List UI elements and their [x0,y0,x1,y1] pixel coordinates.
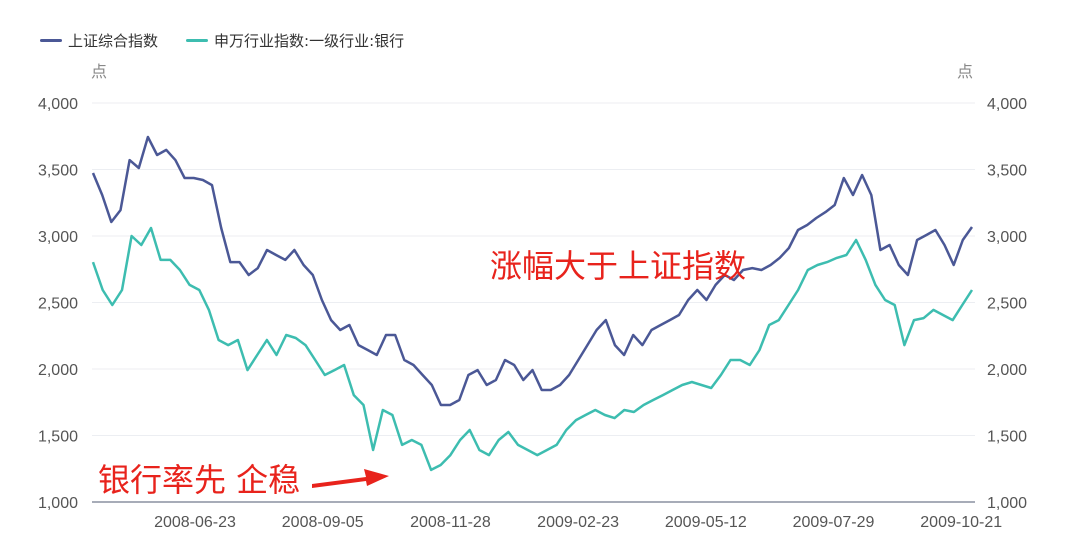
y-tick-label-left: 3,000 [38,229,78,246]
legend-label: 申万行业指数:一级行业:银行 [214,32,405,50]
y-axis-unit-left: 点 [91,62,108,81]
series-line-0 [91,135,974,407]
y-tick-label-left: 3,500 [38,163,78,180]
annotation-arrow [312,469,389,488]
legend-item-sh-composite[interactable]: 上证综合指数 [40,30,158,51]
legend-swatch [40,39,62,42]
legend-swatch [186,39,209,42]
x-tick-label: 2009-10-21 [920,514,1002,531]
y-tick-label-left: 2,500 [38,296,78,313]
x-tick-label: 2008-11-28 [410,514,491,531]
x-tick-label: 2009-02-23 [537,514,619,531]
y-tick-label-right: 1,500 [987,429,1027,446]
y-tick-label-right: 2,000 [987,362,1027,379]
annotation-bank-stabilize: 银行率先 企稳 [98,461,301,499]
annotation-outperform: 涨幅大于上证指数 [490,247,747,285]
y-tick-label-right: 3,500 [987,163,1027,180]
y-tick-label-left: 1,500 [38,429,78,446]
x-tick-label: 2009-07-29 [793,514,875,531]
y-tick-label-right: 1,000 [987,495,1027,512]
y-tick-label-right: 4,000 [987,96,1027,113]
x-tick-label: 2009-05-12 [665,514,747,531]
y-tick-label-left: 4,000 [38,96,78,113]
y-tick-label-right: 2,500 [987,296,1027,313]
y-axis-unit-right: 点 [957,62,974,81]
y-tick-label-left: 1,000 [38,495,78,512]
legend-label: 上证综合指数 [68,32,159,50]
legend: 上证综合指数 申万行业指数:一级行业:银行 [40,30,404,51]
series-line-1 [91,226,974,472]
x-tick-label: 2008-06-23 [154,514,236,531]
y-tick-label-left: 2,000 [38,362,78,379]
y-tick-label-right: 3,000 [987,229,1027,246]
x-tick-label: 2008-09-05 [282,514,364,531]
legend-item-bank-index[interactable]: 申万行业指数:一级行业:银行 [186,30,404,51]
